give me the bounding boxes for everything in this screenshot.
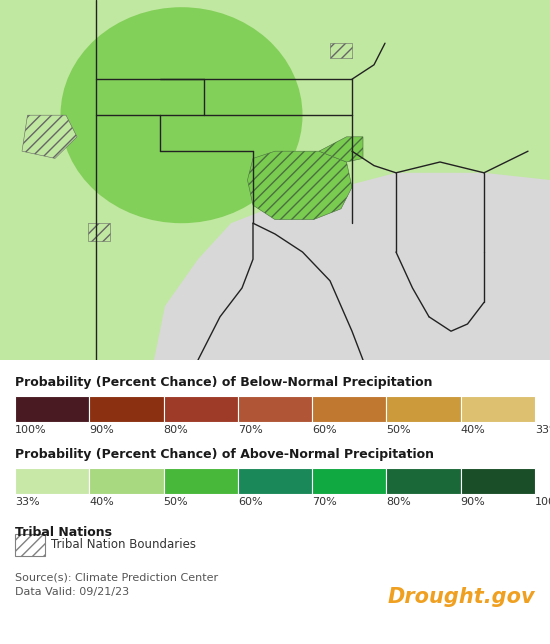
Bar xyxy=(15,396,89,422)
Bar xyxy=(89,468,163,494)
Text: Tribal Nations: Tribal Nations xyxy=(15,526,112,539)
Text: 33%: 33% xyxy=(15,497,40,507)
Polygon shape xyxy=(248,151,352,220)
Text: 33%: 33% xyxy=(535,425,550,435)
Text: 90%: 90% xyxy=(461,497,486,507)
Text: Probability (Percent Chance) of Below-Normal Precipitation: Probability (Percent Chance) of Below-No… xyxy=(15,376,432,389)
Bar xyxy=(312,468,387,494)
Bar xyxy=(238,468,312,494)
Bar xyxy=(238,396,312,422)
Text: 100%: 100% xyxy=(15,425,47,435)
Bar xyxy=(163,396,238,422)
Bar xyxy=(387,396,461,422)
Text: 50%: 50% xyxy=(163,497,188,507)
Text: 80%: 80% xyxy=(163,425,188,435)
Text: Probability (Percent Chance) of Above-Normal Precipitation: Probability (Percent Chance) of Above-No… xyxy=(15,448,434,461)
Text: Tribal Nation Boundaries: Tribal Nation Boundaries xyxy=(51,538,196,551)
Text: Source(s): Climate Prediction Center: Source(s): Climate Prediction Center xyxy=(15,572,218,582)
Bar xyxy=(89,396,163,422)
Text: 40%: 40% xyxy=(461,425,486,435)
Text: 70%: 70% xyxy=(312,497,337,507)
Polygon shape xyxy=(319,137,363,162)
Polygon shape xyxy=(88,223,110,242)
Polygon shape xyxy=(0,0,550,360)
Text: 60%: 60% xyxy=(312,425,337,435)
Bar xyxy=(15,534,45,556)
Bar xyxy=(312,396,387,422)
Bar xyxy=(15,468,89,494)
Bar xyxy=(387,468,461,494)
Text: 90%: 90% xyxy=(89,425,114,435)
Bar xyxy=(461,468,535,494)
Polygon shape xyxy=(22,115,77,158)
Polygon shape xyxy=(154,173,550,360)
Polygon shape xyxy=(330,43,352,57)
Text: 50%: 50% xyxy=(387,425,411,435)
Text: 80%: 80% xyxy=(387,497,411,507)
Text: Drought.gov: Drought.gov xyxy=(387,587,535,607)
Text: 40%: 40% xyxy=(89,497,114,507)
Ellipse shape xyxy=(60,7,302,223)
Text: Data Valid: 09/21/23: Data Valid: 09/21/23 xyxy=(15,587,129,597)
Bar xyxy=(461,396,535,422)
Bar xyxy=(163,468,238,494)
Text: 60%: 60% xyxy=(238,497,262,507)
Text: 100%: 100% xyxy=(535,497,550,507)
Text: 70%: 70% xyxy=(238,425,262,435)
